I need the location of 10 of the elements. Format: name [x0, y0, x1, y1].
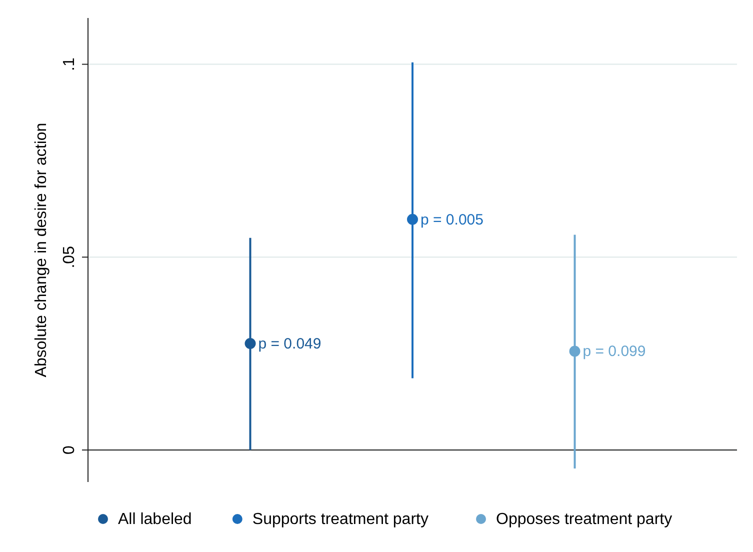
y-tick-label: 0 — [61, 445, 78, 454]
legend-label: Supports treatment party — [252, 511, 428, 528]
y-tick-label: .05 — [61, 246, 78, 268]
annotation: p = 0.005 — [420, 211, 484, 228]
annotation: p = 0.099 — [582, 343, 646, 360]
y-axis-title: Absolute change in desire for action — [33, 122, 50, 378]
y-tick-label: .1 — [61, 58, 78, 71]
legend-label: All labeled — [118, 511, 192, 528]
annotation: p = 0.049 — [258, 336, 322, 353]
legend-label: Opposes treatment party — [496, 511, 672, 528]
